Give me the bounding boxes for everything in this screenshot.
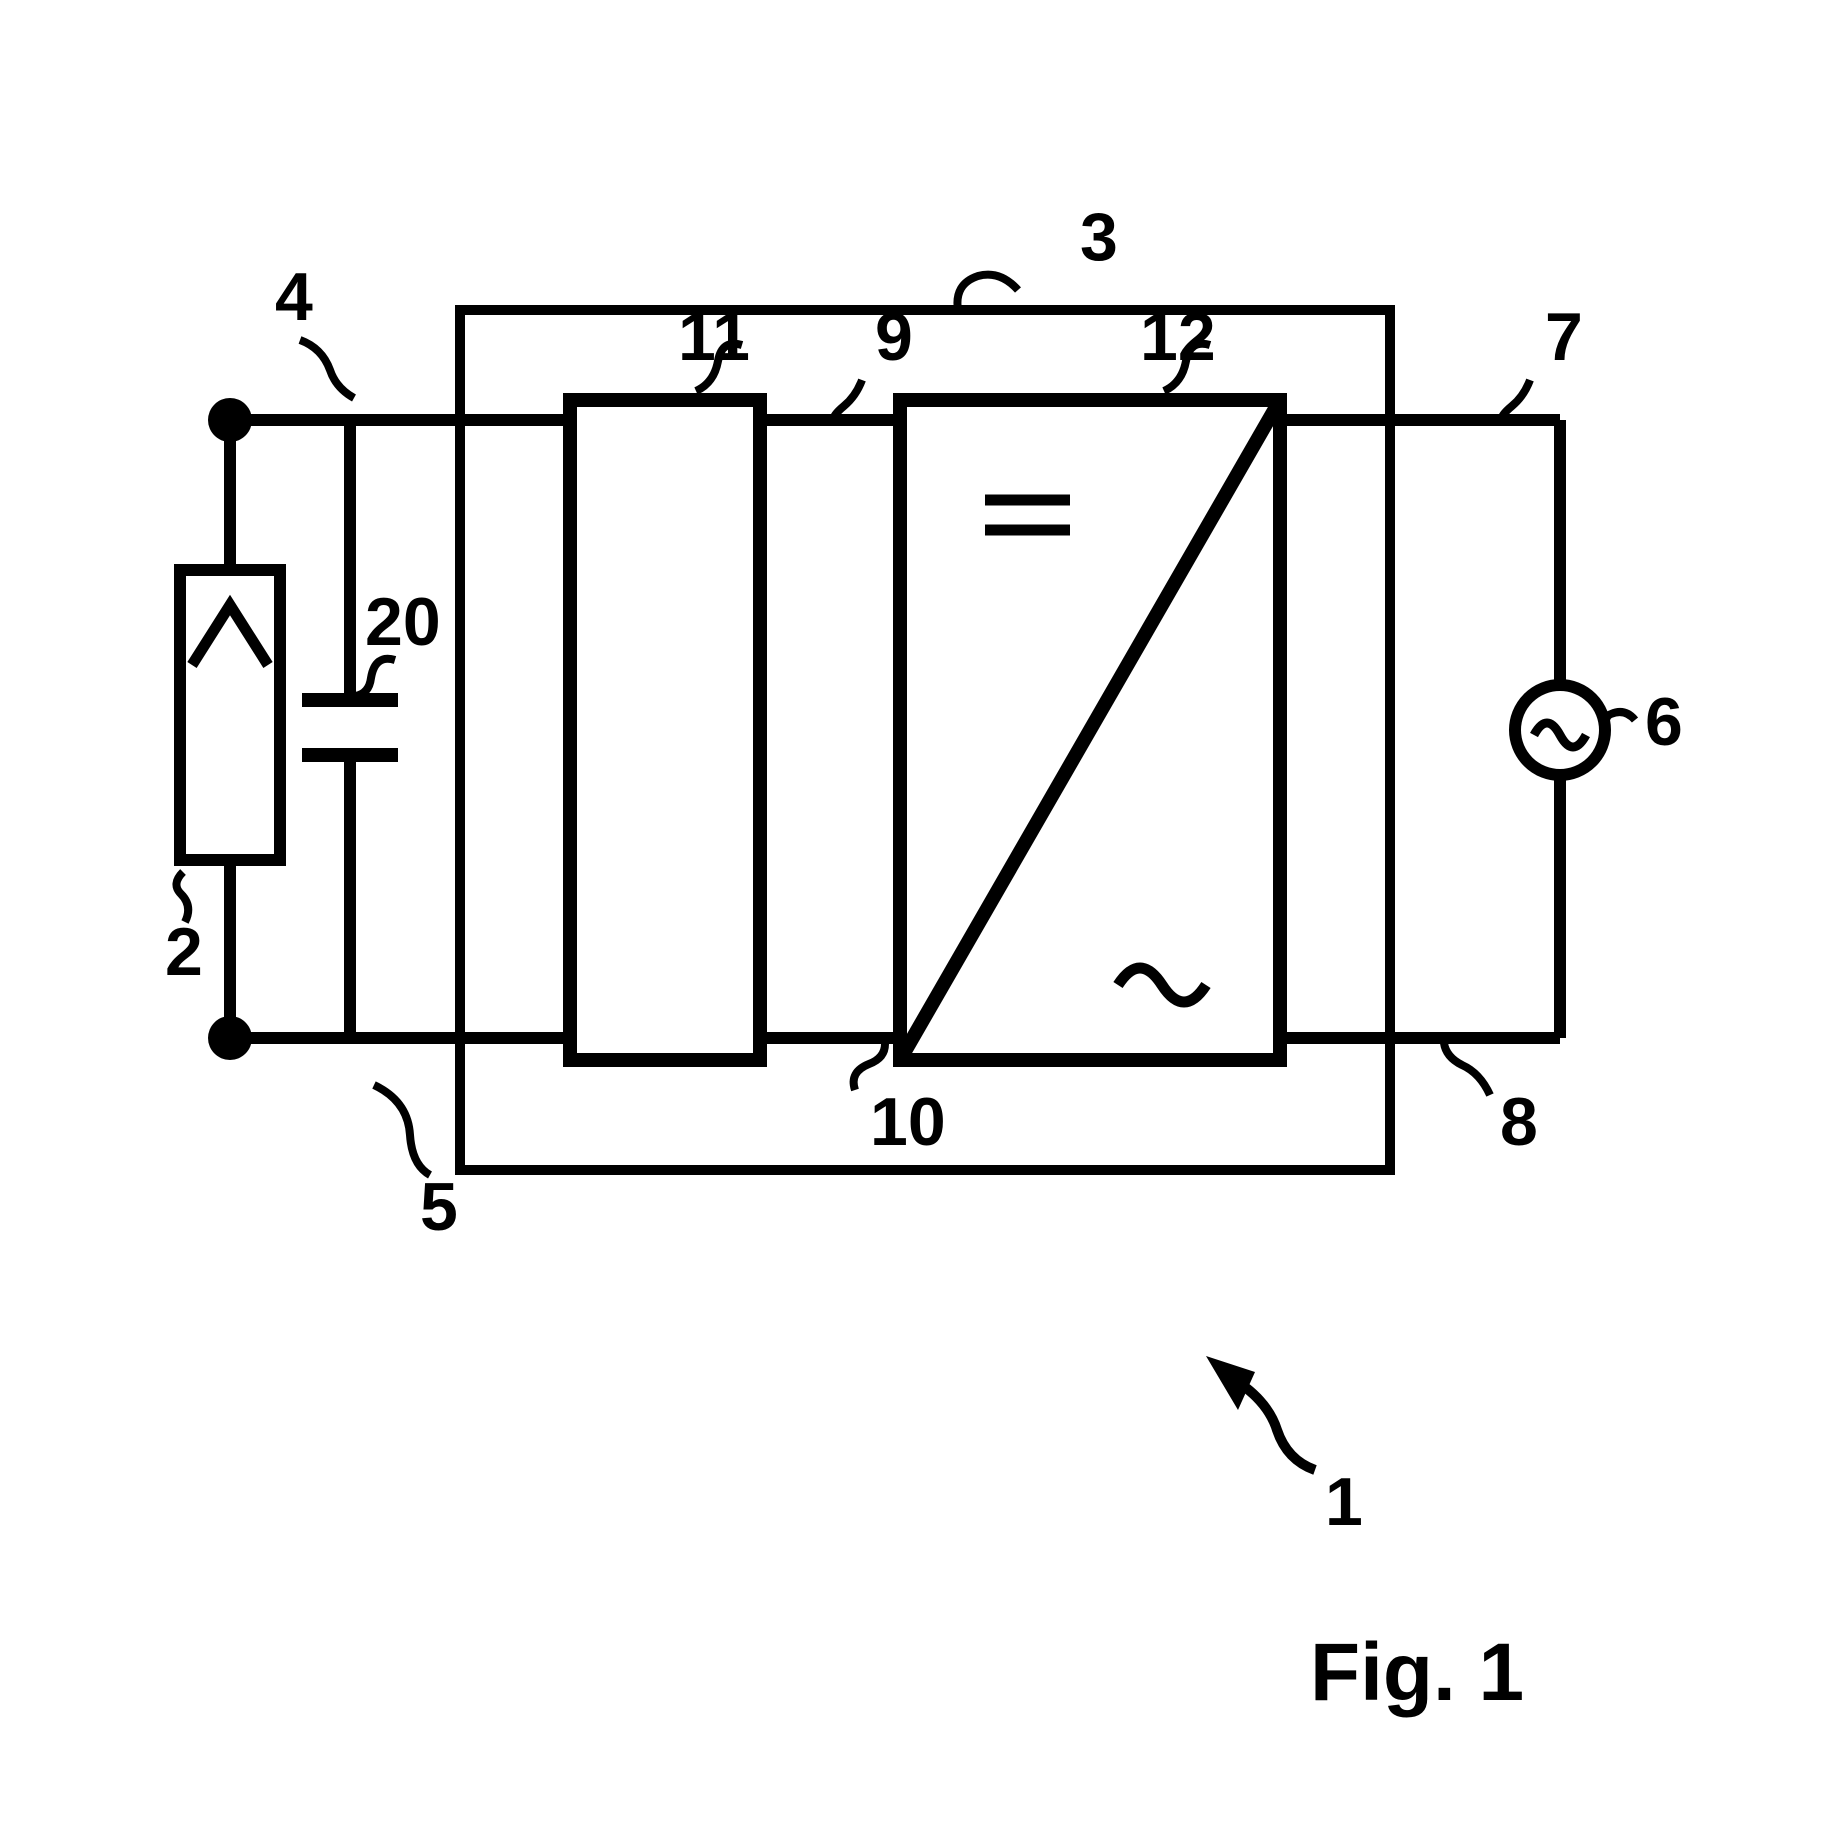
leader-5 xyxy=(374,1085,430,1175)
label-4: 4 xyxy=(275,259,313,335)
node-top xyxy=(208,398,252,442)
ac-symbol-block xyxy=(1118,968,1206,1002)
ac-source-tilde xyxy=(1534,723,1586,747)
leader-3 xyxy=(957,275,1018,310)
label-8: 8 xyxy=(1500,1084,1538,1160)
label-5: 5 xyxy=(420,1169,458,1245)
leader-20 xyxy=(355,659,395,696)
leader-8 xyxy=(1444,1043,1490,1095)
block-11 xyxy=(570,400,760,1060)
pv-chevron xyxy=(192,605,268,665)
figure-caption: Fig. 1 xyxy=(1310,1627,1524,1718)
label-9: 9 xyxy=(875,299,913,375)
label-10: 10 xyxy=(870,1084,946,1160)
node-bot xyxy=(208,1016,252,1060)
inverter-diagonal xyxy=(900,400,1280,1060)
label-3: 3 xyxy=(1080,199,1118,275)
dc-symbol xyxy=(985,500,1070,530)
label-7: 7 xyxy=(1545,299,1583,375)
label-6: 6 xyxy=(1645,684,1683,760)
leader-4 xyxy=(300,340,354,398)
label-20: 20 xyxy=(365,584,441,660)
label-1: 1 xyxy=(1325,1464,1363,1540)
label-2: 2 xyxy=(165,914,203,990)
label-12: 12 xyxy=(1140,299,1216,375)
label-11: 11 xyxy=(678,299,750,375)
leader-1-arrowhead xyxy=(1206,1356,1255,1410)
